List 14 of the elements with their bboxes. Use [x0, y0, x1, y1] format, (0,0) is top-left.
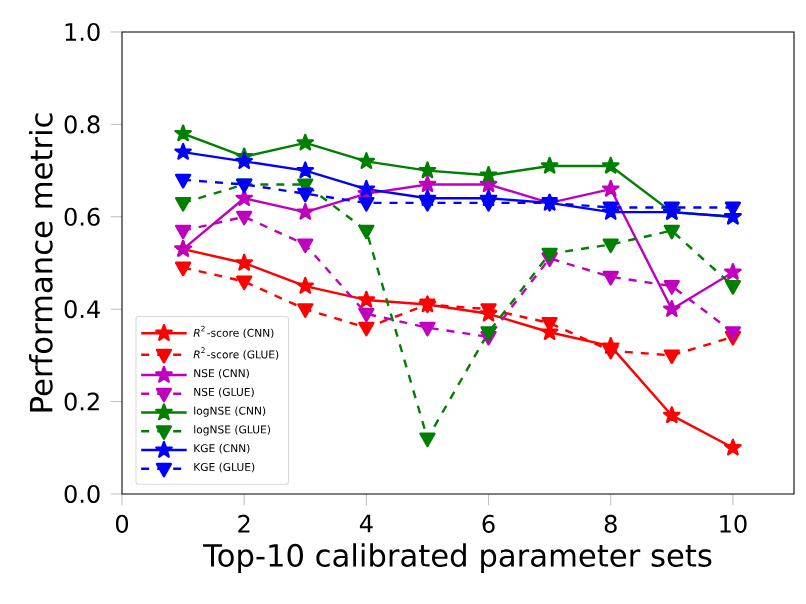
y-tick-label: 0.6 — [64, 207, 100, 226]
x-tick-label: 10 — [720, 514, 747, 533]
x-tick-label: 0 — [115, 514, 129, 533]
y-tick-label: 1.0 — [65, 22, 100, 42]
y-tick-label: 0.0 — [64, 484, 100, 504]
y-tick-label: 0.4 — [64, 300, 100, 319]
y-tick-label: 0.2 — [64, 392, 99, 411]
x-axis-title: Top-10 calibrated parameter sets — [203, 543, 712, 573]
x-tick-label: 8 — [604, 514, 617, 533]
y-tick-label: 0.8 — [64, 115, 100, 134]
x-tick-label: 4 — [359, 514, 373, 533]
x-tick-label: 2 — [238, 514, 250, 533]
y-axis-title: Performance metric — [29, 113, 53, 412]
x-tick-label: 6 — [482, 514, 495, 533]
